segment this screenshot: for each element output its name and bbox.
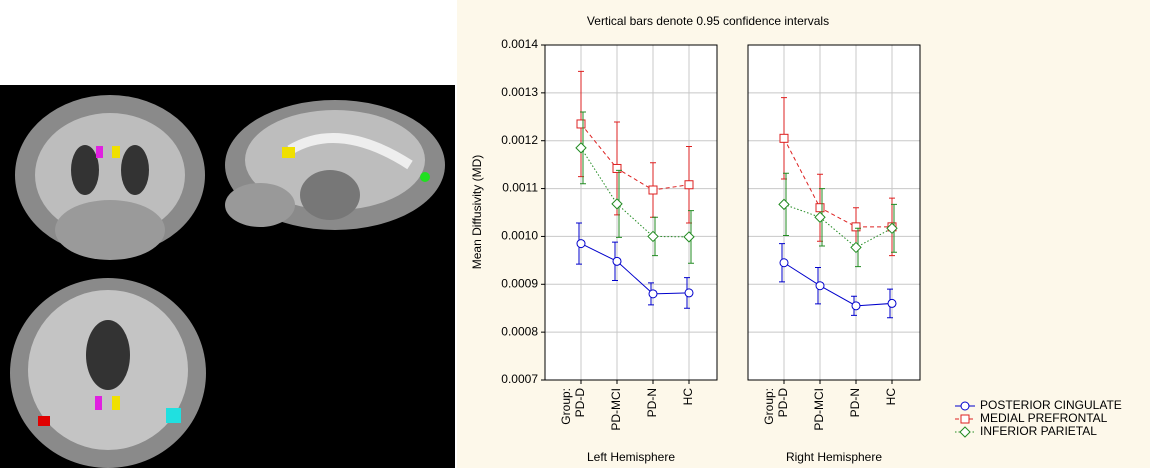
- y-axis-label: Mean Diffusivity (MD): [470, 155, 484, 269]
- marker: [779, 133, 789, 143]
- marker: [814, 211, 826, 223]
- y-tick-label: 0.0010: [501, 229, 538, 243]
- x-tick-label: HC: [884, 388, 898, 406]
- panel-label: Left Hemisphere: [587, 450, 675, 464]
- series-line: [580, 147, 690, 238]
- marker: [612, 256, 622, 266]
- marker: [851, 222, 861, 232]
- marker: [576, 239, 586, 249]
- marker: [648, 289, 658, 299]
- series-line: [580, 123, 690, 191]
- series-line: [783, 203, 893, 249]
- marker: [648, 185, 658, 195]
- marker: [886, 222, 898, 235]
- marker: [815, 281, 825, 291]
- marker: [850, 241, 862, 254]
- plot-frame: [544, 44, 718, 381]
- legend-label: POSTERIOR CINGULATE: [980, 398, 1122, 412]
- category-axis-label: Group:: [559, 388, 573, 425]
- marker: [576, 119, 586, 129]
- y-tick-label: 0.0007: [501, 372, 538, 386]
- x-tick-label: HC: [681, 388, 695, 406]
- legend-label: INFERIOR PARIETAL: [980, 424, 1097, 438]
- y-tick-label: 0.0009: [501, 276, 538, 290]
- series-line: [783, 262, 893, 307]
- y-tick-label: 0.0008: [501, 324, 538, 338]
- y-tick-label: 0.0014: [501, 37, 538, 51]
- plot-frame: [747, 44, 921, 381]
- marker: [612, 163, 622, 173]
- marker: [960, 401, 970, 411]
- category-axis-label: Group:: [762, 388, 776, 425]
- marker: [815, 203, 825, 213]
- brain-images: [0, 85, 455, 468]
- marker: [684, 180, 694, 190]
- marker: [647, 230, 659, 243]
- x-tick-label: PD-N: [645, 388, 659, 417]
- marker: [887, 298, 897, 308]
- marker: [611, 198, 623, 210]
- marker: [779, 258, 789, 268]
- x-tick-label: PD-D: [776, 388, 790, 418]
- plot-area: [748, 45, 920, 380]
- plot-area: [545, 45, 717, 380]
- marker: [959, 426, 971, 438]
- marker: [851, 301, 861, 311]
- series-line: [783, 138, 892, 228]
- x-tick-label: PD-N: [848, 388, 862, 417]
- x-tick-label: PD-MCI: [812, 388, 826, 431]
- x-tick-label: PD-MCI: [609, 388, 623, 431]
- marker: [960, 414, 970, 424]
- series-line: [580, 243, 690, 295]
- y-tick-label: 0.0011: [502, 181, 538, 195]
- chart-title: Vertical bars denote 0.95 confidence int…: [587, 14, 829, 28]
- marker: [684, 288, 694, 298]
- legend-label: MEDIAL PREFRONTAL: [980, 411, 1108, 425]
- x-tick-label: PD-D: [573, 388, 587, 418]
- marker: [575, 142, 587, 154]
- panel-label: Right Hemisphere: [786, 450, 882, 464]
- marker: [683, 231, 695, 243]
- y-tick-label: 0.0013: [501, 85, 538, 99]
- y-tick-label: 0.0012: [501, 133, 538, 147]
- marker: [778, 198, 790, 211]
